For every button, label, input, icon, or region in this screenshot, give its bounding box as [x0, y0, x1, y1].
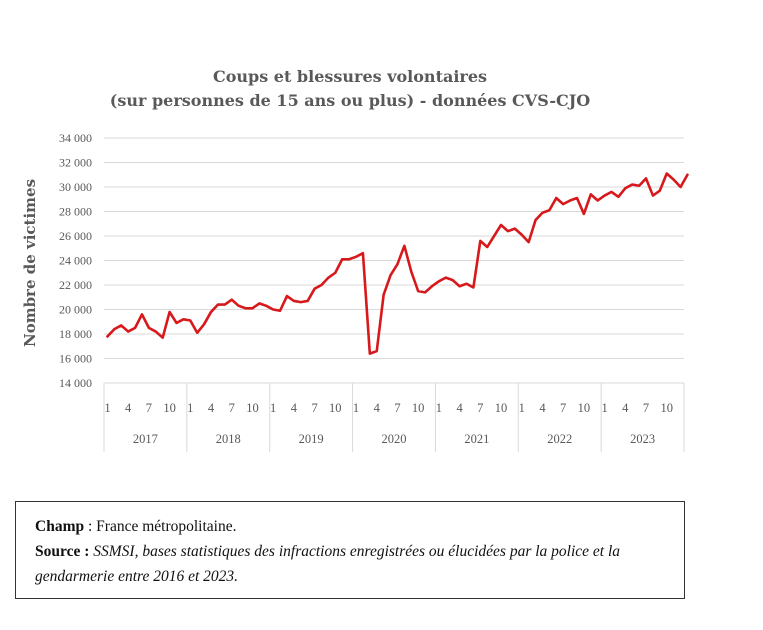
y-tick-label: 20 000	[59, 303, 92, 317]
month-tick-label: 10	[578, 401, 591, 415]
month-tick-label: 1	[187, 401, 193, 415]
month-tick-label: 7	[229, 401, 235, 415]
month-tick-label: 1	[270, 401, 276, 415]
y-tick-label: 32 000	[59, 156, 92, 170]
year-label: 2018	[216, 432, 241, 446]
note-box: Champ : France métropolitaine. Source : …	[15, 501, 685, 599]
y-tick-label: 30 000	[59, 180, 92, 194]
y-tick-label: 34 000	[59, 131, 92, 145]
chart-title-line-2: (sur personnes de 15 ans ou plus) - donn…	[110, 91, 590, 110]
chart-title-line-1: Coups et blessures volontaires	[213, 67, 487, 86]
month-tick-label: 7	[560, 401, 566, 415]
month-tick-label: 4	[539, 401, 546, 415]
y-tick-label: 26 000	[59, 229, 92, 243]
month-tick-label: 4	[374, 401, 381, 415]
month-tick-label: 4	[208, 401, 215, 415]
source-line: Source : SSMSI, bases statistiques des i…	[35, 539, 668, 589]
month-tick-label: 4	[125, 401, 132, 415]
month-tick-label: 1	[601, 401, 607, 415]
month-tick-label: 1	[104, 401, 110, 415]
year-label: 2021	[464, 432, 489, 446]
champ-text: : France métropolitaine.	[84, 518, 237, 535]
series-line	[106, 172, 689, 355]
line-chart: Coups et blessures volontaires (sur pers…	[21, 67, 689, 452]
y-tick-label: 18 000	[59, 327, 92, 341]
series-layer	[106, 172, 689, 355]
month-tick-label: 10	[163, 401, 176, 415]
month-tick-label: 10	[660, 401, 673, 415]
year-label: 2017	[133, 432, 158, 446]
month-tick-label: 7	[477, 401, 483, 415]
month-tick-label: 1	[353, 401, 359, 415]
source-text: SSMSI, bases statistiques des infraction…	[35, 543, 621, 585]
champ-label: Champ	[35, 518, 85, 535]
month-tick-label: 1	[436, 401, 442, 415]
y-tick-label: 14 000	[59, 376, 92, 390]
month-tick-label: 10	[412, 401, 425, 415]
month-tick-label: 7	[146, 401, 152, 415]
month-tick-label: 4	[456, 401, 463, 415]
month-tick-label: 7	[394, 401, 400, 415]
y-tick-labels: 14 000 16 000 18 000 20 000 22 000 24 000 26 0…	[59, 131, 92, 390]
month-tick-label: 4	[622, 401, 629, 415]
year-label: 2022	[547, 432, 572, 446]
month-tick-label: 7	[311, 401, 317, 415]
year-label: 2023	[630, 432, 655, 446]
y-tick-label: 24 000	[59, 254, 92, 268]
month-tick-label: 7	[643, 401, 649, 415]
year-label: 2020	[382, 432, 407, 446]
y-axis-label: Nombre de victimes	[21, 179, 39, 347]
source-label: Source :	[35, 543, 90, 560]
month-tick-label: 10	[246, 401, 259, 415]
year-label: 2019	[299, 432, 324, 446]
y-tick-label: 28 000	[59, 205, 92, 219]
y-tick-label: 16 000	[59, 352, 92, 366]
month-tick-label: 1	[519, 401, 525, 415]
gridlines	[104, 137, 684, 384]
month-tick-label: 4	[291, 401, 298, 415]
champ-line: Champ : France métropolitaine.	[35, 514, 668, 539]
month-tick-label: 10	[495, 401, 508, 415]
month-tick-label: 10	[329, 401, 342, 415]
y-tick-label: 22 000	[59, 278, 92, 292]
